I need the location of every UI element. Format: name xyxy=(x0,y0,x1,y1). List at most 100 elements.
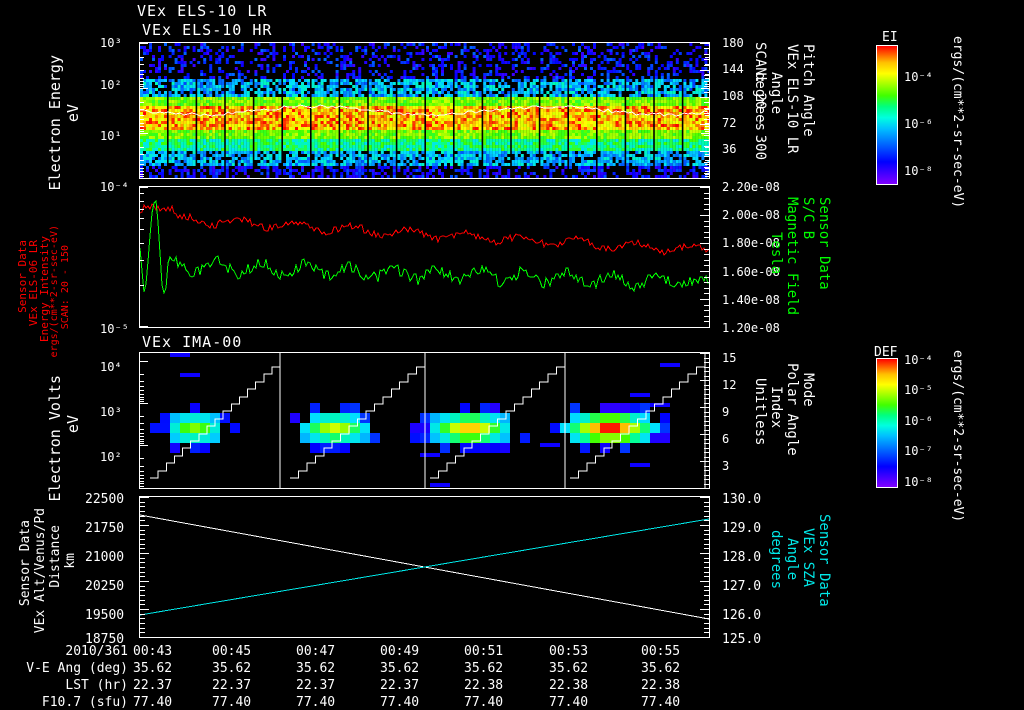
panel4-y2tick-5: 125.0 xyxy=(722,632,761,647)
bottom-cell-lst-2: 22.37 xyxy=(296,678,335,693)
panel2-right-label-tesla: Tesla xyxy=(768,232,784,274)
panel1-ytick-0: 10³ xyxy=(100,36,122,50)
panel4-left-label-km: km xyxy=(63,553,78,569)
colorbar1 xyxy=(876,45,898,185)
panel4-y2tick-3: 127.0 xyxy=(722,579,761,594)
colorbar2-tick-2: 10⁻⁶ xyxy=(904,414,933,428)
colorbar2-tick-3: 10⁻⁷ xyxy=(904,444,933,458)
panel2-left-label-units: ergs/(cm**2-sr-sec-eV) xyxy=(49,225,60,357)
panel1-y2tick-108: 108 xyxy=(722,89,744,103)
panel3-right-label-polarangle: Polar Angle xyxy=(784,363,800,456)
panel4-right-label-sza: VEx SZA xyxy=(800,528,816,587)
bottom-cell-lst-3: 22.37 xyxy=(380,678,419,693)
panel4-y2tick-4: 126.0 xyxy=(722,608,761,623)
panel4-right-label-degrees: degrees xyxy=(768,530,784,589)
panel1-right-label-scan: SCAN: 20 - 300 xyxy=(752,42,768,160)
bottom-cell-veang-0: 35.62 xyxy=(133,661,172,676)
bottom-cell-time-1: 00:45 xyxy=(212,644,251,659)
panel2-ytick-0: 10⁻⁴ xyxy=(100,180,129,194)
panel2-right-label-sensor: Sensor Data xyxy=(816,197,832,290)
panel2-y2tick-4: 1.40e-08 xyxy=(722,293,780,307)
bottom-row-label-date: 2010/361 xyxy=(0,644,128,659)
bottom-cell-lst-4: 22.38 xyxy=(464,678,503,693)
bottom-cell-time-3: 00:49 xyxy=(380,644,419,659)
panel4-right-label-angle: Angle xyxy=(784,538,800,580)
panel2-right-label-magfield: Magnetic Field xyxy=(784,197,800,315)
panel1-right-label-pitch: Pitch Angle xyxy=(800,44,816,137)
colorbar2-tick-1: 10⁻⁵ xyxy=(904,383,933,397)
panel1-right-label-angle: Angle xyxy=(768,72,784,114)
panel4-ytick-0: 22500 xyxy=(85,492,124,507)
panel3-right-label-unitless: Unitless xyxy=(752,378,768,445)
panel1-left-axis-label: Electron Energy xyxy=(46,55,64,190)
panel2-ytick-1: 10⁻⁵ xyxy=(100,322,129,336)
panel4-ytick-2: 21000 xyxy=(85,550,124,565)
panel3-y2tick-9: 9 xyxy=(722,405,729,419)
panel1-ytick-2: 10¹ xyxy=(100,129,122,143)
bottom-cell-time-2: 00:47 xyxy=(296,644,335,659)
panel3-ytick-2: 10² xyxy=(100,450,122,464)
bottom-cell-lst-6: 22.38 xyxy=(641,678,680,693)
panel2-left-label-scan: SCAN: 20 - 150 xyxy=(60,245,71,329)
colorbar1-tick-1: 10⁻⁶ xyxy=(904,117,933,131)
panel1-y2tick-180: 180 xyxy=(722,36,744,50)
bottom-cell-veang-5: 35.62 xyxy=(549,661,588,676)
panel3-left-axis-units: eV xyxy=(64,415,82,433)
panel4-ytick-4: 19500 xyxy=(85,608,124,623)
panel2-y2tick-5: 1.20e-08 xyxy=(722,321,780,335)
panel3-ytick-0: 10⁴ xyxy=(100,360,122,374)
colorbar2 xyxy=(876,358,898,488)
panel1-title-hr: VEx ELS-10 HR xyxy=(142,21,272,39)
colorbar1-tick-2: 10⁻⁸ xyxy=(904,164,933,178)
panel4-y2tick-1: 129.0 xyxy=(722,521,761,536)
bottom-row-label-lst: LST (hr) xyxy=(0,678,128,693)
panel4-plot-area[interactable] xyxy=(139,496,710,638)
panel4-left-label-distance: Distance xyxy=(48,525,63,588)
panel4-right-label-sensor: Sensor Data xyxy=(816,514,832,607)
panel2-plot-area[interactable] xyxy=(139,186,710,328)
colorbar2-units: ergs/(cm**2-sr-sec-eV) xyxy=(950,350,965,522)
panel3-y2tick-12: 12 xyxy=(722,378,736,392)
colorbar1-title: EI xyxy=(882,30,898,45)
panel4-ytick-1: 21750 xyxy=(85,521,124,536)
colorbar1-tick-0: 10⁻⁴ xyxy=(904,70,933,84)
bottom-cell-veang-2: 35.62 xyxy=(296,661,335,676)
panel1-y2tick-72: 72 xyxy=(722,116,736,130)
panel1-left-axis-units: eV xyxy=(64,104,82,122)
panel3-y2tick-3: 3 xyxy=(722,459,729,473)
panel3-y2tick-6: 6 xyxy=(722,432,729,446)
panel1-ytick-1: 10² xyxy=(100,78,122,92)
bottom-cell-time-5: 00:53 xyxy=(549,644,588,659)
panel1-right-label-sensor: VEx ELS-10 LR xyxy=(784,44,800,154)
colorbar2-tick-0: 10⁻⁴ xyxy=(904,353,933,367)
panel2-right-label-scb: S/C B xyxy=(800,197,816,239)
bottom-cell-lst-0: 22.37 xyxy=(133,678,172,693)
colorbar1-units: ergs/(cm**2-sr-sec-eV) xyxy=(950,36,965,208)
bottom-cell-veang-4: 35.62 xyxy=(464,661,503,676)
panel3-ytick-1: 10³ xyxy=(100,405,122,419)
bottom-cell-time-0: 00:43 xyxy=(133,644,172,659)
panel3-y2tick-15: 15 xyxy=(722,351,736,365)
panel3-title: VEx IMA-00 xyxy=(142,333,242,351)
bottom-cell-time-6: 00:55 xyxy=(641,644,680,659)
bottom-cell-veang-3: 35.62 xyxy=(380,661,419,676)
panel4-y2tick-0: 130.0 xyxy=(722,492,761,507)
panel4-ytick-3: 20250 xyxy=(85,579,124,594)
panel2-y2tick-1: 2.00e-08 xyxy=(722,208,780,222)
panel1-title-lr: VEx ELS-10 LR xyxy=(137,2,267,20)
bottom-cell-veang-1: 35.62 xyxy=(212,661,251,676)
panel3-right-label-mode: Mode xyxy=(800,373,816,407)
panel4-left-label-sensor: Sensor Data xyxy=(18,520,33,606)
panel4-left-label-quantity: VEx Alt/Venus/Pd xyxy=(33,508,48,633)
bottom-cell-veang-6: 35.62 xyxy=(641,661,680,676)
bottom-cell-time-4: 00:51 xyxy=(464,644,503,659)
panel3-plot-area[interactable] xyxy=(139,352,710,489)
panel1-plot-area[interactable] xyxy=(139,42,710,179)
panel3-left-axis-label: Electron Volts xyxy=(46,375,64,501)
panel3-right-label-index: Index xyxy=(768,386,784,428)
panel2-y2tick-0: 2.20e-08 xyxy=(722,180,780,194)
bottom-cell-lst-1: 22.37 xyxy=(212,678,251,693)
panel4-y2tick-2: 128.0 xyxy=(722,550,761,565)
colorbar2-tick-4: 10⁻⁸ xyxy=(904,475,933,489)
panel1-y2tick-144: 144 xyxy=(722,62,744,76)
